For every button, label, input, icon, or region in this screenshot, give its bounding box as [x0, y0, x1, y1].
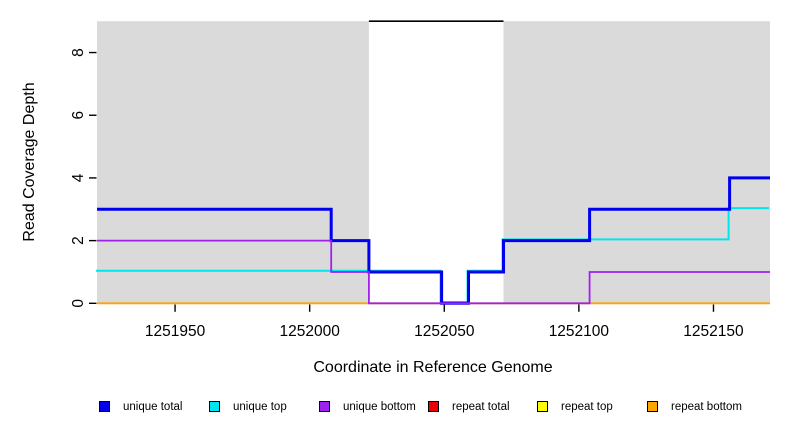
x-axis-tick-label: 1252150	[683, 323, 744, 340]
y-axis-tick-label: 8	[70, 48, 87, 57]
x-axis-tick-label: 1252000	[279, 323, 340, 340]
series-line-unique-bottom	[97, 239, 770, 305]
x-axis-tick-label: 1252100	[549, 323, 610, 340]
x-axis-tick-label: 1252050	[414, 323, 475, 340]
y-axis-tick-label: 2	[70, 236, 87, 245]
y-axis-tick-label: 6	[70, 111, 87, 120]
x-axis-title: Coordinate in Reference Genome	[313, 359, 553, 376]
series-line-unique-total	[97, 176, 770, 305]
y-axis-tick-label: 0	[70, 299, 87, 308]
repeat-region-highlight	[368, 21, 504, 304]
y-axis-tick-label: 4	[70, 173, 87, 182]
x-axis-tick-label: 1251950	[145, 323, 206, 340]
y-axis-title: Read Coverage Depth	[21, 82, 38, 242]
